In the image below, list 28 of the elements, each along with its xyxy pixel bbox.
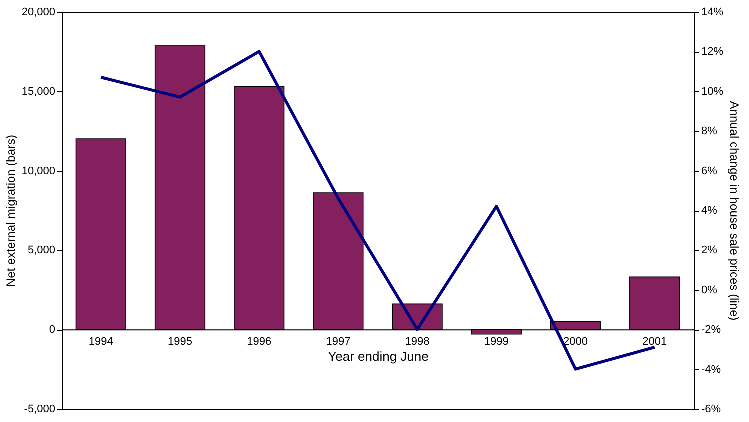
y2-tick-label: 6%	[702, 165, 718, 178]
x-tick-label: 2000	[564, 336, 588, 348]
y2-tick-label: 4%	[702, 205, 718, 217]
y-tick-label: 0	[49, 324, 56, 336]
y2-tick-label: 8%	[702, 126, 718, 138]
y2-axis-title: Annual change in house sale prices (line)	[728, 101, 742, 321]
y2-tick-label: 10%	[702, 86, 724, 98]
y-tick-label: 10,000	[22, 165, 56, 178]
y2-tick-label: -4%	[702, 364, 722, 376]
y2-tick-label: 2%	[702, 244, 718, 257]
y-axis-title: Net external migration (bars)	[4, 134, 18, 288]
x-tick-label: 2001	[642, 336, 668, 348]
y-tick-label: 15,000	[22, 86, 56, 98]
x-tick-label: 1997	[326, 336, 351, 348]
x-tick-label: 1995	[168, 336, 192, 348]
y2-tick-label: -6%	[702, 404, 722, 416]
x-axis-title: Year ending June	[328, 349, 429, 364]
x-tick-label: 1998	[405, 336, 430, 348]
y2-tick-label: 14%	[702, 6, 724, 18]
x-tick-label: 1994	[88, 336, 114, 348]
x-tick-label: 1999	[484, 336, 509, 348]
y-tick-label: 20,000	[22, 6, 56, 18]
y-tick-label: -5,000	[24, 404, 56, 416]
y2-tick-label: -2%	[702, 324, 722, 336]
x-tick-label: 1996	[247, 336, 272, 348]
y-tick-label: 5,000	[28, 244, 56, 257]
y2-tick-label: 12%	[702, 46, 724, 58]
y2-tick-label: 0%	[702, 284, 718, 296]
